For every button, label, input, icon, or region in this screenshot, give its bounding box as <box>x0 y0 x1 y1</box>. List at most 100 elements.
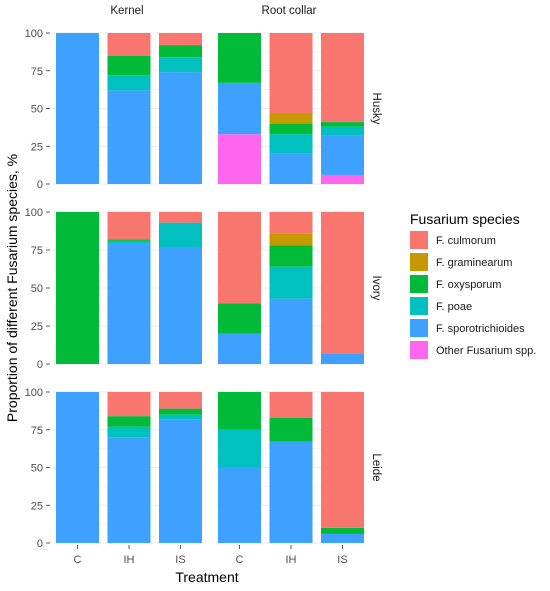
legend-label-oxysporum: F. oxysporum <box>436 279 501 291</box>
bar-segment-sporotrichioides-ih <box>107 90 151 184</box>
x-axis-title: Treatment <box>175 569 238 585</box>
bar-segment-culmorum-is <box>321 392 364 528</box>
y-tick-label: 100 <box>25 28 43 40</box>
x-tick-label: IH <box>124 554 135 566</box>
bar-segment-culmorum-c <box>218 212 261 304</box>
legend-swatch-other <box>410 341 428 359</box>
bar-segment-oxysporum-ih <box>107 55 151 76</box>
facet-row-label: Husky <box>370 93 382 125</box>
y-tick-label: 50 <box>31 283 43 295</box>
legend-swatch-sporotrichioides <box>410 319 428 337</box>
chart-panels <box>54 32 364 544</box>
bar-segment-oxysporum-ih <box>269 245 313 267</box>
legend-label-sporotrichioides: F. sporotrichioides <box>436 323 525 335</box>
facet-row-label: Leide <box>370 453 382 481</box>
bar-segment-oxysporum-c <box>56 212 99 364</box>
bar-segment-sporotrichioides-c <box>218 333 261 364</box>
x-tick-label: IS <box>337 554 347 566</box>
bar-segment-culmorum-ih <box>107 33 151 56</box>
legend-swatch-poae <box>410 297 428 315</box>
legend-label-graminearum: F. graminearum <box>436 257 512 269</box>
bar-segment-culmorum-ih <box>269 392 313 418</box>
y-tick-label: 0 <box>37 179 43 191</box>
facet-row-label: Ivory <box>370 276 382 301</box>
y-tick-label: 100 <box>25 387 43 399</box>
legend-label-poae: F. poae <box>436 301 472 313</box>
bar-segment-poae-ih <box>107 75 151 91</box>
bar-segment-culmorum-ih <box>107 392 151 417</box>
y-tick-label: 0 <box>37 538 43 550</box>
bar-segment-sporotrichioides-is <box>321 353 364 364</box>
y-tick-label: 25 <box>31 500 43 512</box>
bar-segment-sporotrichioides-ih <box>107 437 151 543</box>
panel-leide-kernel <box>54 391 202 544</box>
bar-segment-sporotrichioides-is <box>321 135 364 175</box>
bar-segment-oxysporum-is <box>321 122 364 127</box>
y-tick-label: 75 <box>31 66 43 78</box>
bar-segment-sporotrichioides-is <box>159 246 202 364</box>
bar-segment-sporotrichioides-ih <box>107 243 151 364</box>
bar-segment-poae-is <box>159 57 202 73</box>
bar-segment-culmorum-is <box>321 33 364 123</box>
bar-segment-sporotrichioides-c <box>218 82 261 135</box>
bar-segment-sporotrichioides-is <box>159 419 202 543</box>
bar-segment-oxysporum-ih <box>107 416 151 427</box>
bar-segment-poae-is <box>321 126 364 136</box>
panel-husky-kernel <box>54 32 202 185</box>
facet-column-label: Kernel <box>110 5 143 17</box>
bar-segment-oxysporum-is <box>159 408 202 415</box>
bar-segment-sporotrichioides-c <box>56 33 99 184</box>
legend-swatch-culmorum <box>410 231 428 249</box>
bar-segment-poae-ih <box>107 240 151 244</box>
bar-segment-oxysporum-ih <box>107 239 151 241</box>
bar-segment-other-c <box>218 134 261 184</box>
bar-segment-poae-c <box>218 429 261 468</box>
x-tick-label: C <box>74 554 82 566</box>
bar-segment-poae-ih <box>107 426 151 438</box>
bar-segment-graminearum-ih <box>269 113 313 124</box>
bar-segment-culmorum-ih <box>107 212 151 240</box>
bar-segment-sporotrichioides-is <box>159 72 202 184</box>
y-tick-label: 25 <box>31 141 43 153</box>
x-tick-label: IS <box>175 554 185 566</box>
legend-swatch-graminearum <box>410 253 428 271</box>
bar-segment-poae-is <box>159 222 202 247</box>
legend: Fusarium species F. culmorum F. graminear… <box>410 211 536 359</box>
bar-segment-oxysporum-is <box>159 45 202 58</box>
bar-segment-culmorum-is <box>159 33 202 46</box>
bar-segment-poae-ih <box>269 266 313 299</box>
y-tick-label: 100 <box>25 207 43 219</box>
legend-label-other: Other Fusarium spp. <box>436 345 536 357</box>
bar-segment-oxysporum-is <box>321 527 364 534</box>
legend-swatch-oxysporum <box>410 275 428 293</box>
bar-segment-culmorum-ih <box>269 212 313 234</box>
x-tick-label: C <box>236 554 244 566</box>
panel-leide-root-collar <box>216 391 364 544</box>
bar-segment-graminearum-ih <box>269 233 313 246</box>
y-tick-label: 25 <box>31 321 43 333</box>
bar-segment-sporotrichioides-is <box>321 533 364 543</box>
y-tick-label: 50 <box>31 104 43 116</box>
bar-segment-sporotrichioides-ih <box>269 298 313 364</box>
y-tick-label: 50 <box>31 463 43 475</box>
bar-segment-culmorum-is <box>159 212 202 223</box>
y-axis-ticks: 0 25 50 75 100 0 25 50 75 100 0 25 50 75 100 <box>25 28 50 550</box>
bar-segment-sporotrichioides-ih <box>269 153 313 184</box>
bar-segment-oxysporum-ih <box>269 417 313 442</box>
x-tick-label: IH <box>286 554 297 566</box>
bar-segment-other-is <box>321 174 364 184</box>
panel-husky-root-collar <box>216 32 364 185</box>
bar-segment-poae-is <box>159 414 202 420</box>
bar-segment-poae-ih <box>269 134 313 154</box>
legend-title: Fusarium species <box>410 211 520 227</box>
y-tick-label: 75 <box>31 425 43 437</box>
bar-segment-culmorum-is <box>321 212 364 354</box>
y-tick-label: 75 <box>31 245 43 257</box>
bar-segment-culmorum-is <box>159 392 202 409</box>
bar-segment-oxysporum-ih <box>269 123 313 135</box>
panel-ivory-root-collar <box>216 211 364 365</box>
bar-segment-culmorum-ih <box>269 33 313 114</box>
x-axis-ticks: C IH IS C IH IS <box>74 545 348 566</box>
panel-ivory-kernel <box>54 211 202 365</box>
legend-label-culmorum: F. culmorum <box>436 235 496 247</box>
